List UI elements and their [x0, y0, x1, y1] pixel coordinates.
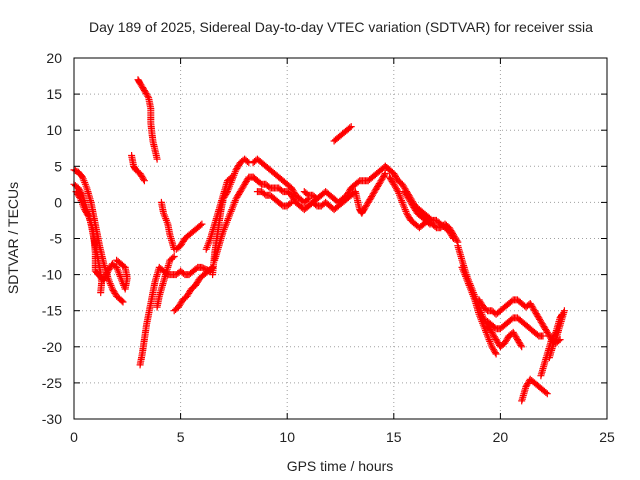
series-markers	[211, 173, 261, 264]
series-markers	[172, 220, 206, 253]
series-arc-17	[300, 162, 393, 206]
series-markers	[300, 162, 393, 206]
series-markers	[305, 170, 389, 217]
series-arc-5	[134, 76, 161, 163]
series-markers	[518, 375, 551, 405]
y-tick-label: 20	[46, 50, 62, 66]
x-axis-label: GPS time / hours	[287, 458, 394, 474]
series-arc-12	[211, 173, 261, 264]
data-points	[70, 76, 568, 405]
series-arc-3	[72, 188, 131, 293]
x-tick-label: 10	[279, 429, 295, 445]
series-arc-9	[172, 220, 206, 253]
x-tick-label: 5	[177, 429, 185, 445]
series-markers	[253, 188, 295, 210]
y-tick-label: -5	[50, 231, 63, 247]
y-tick-labels: -30 -25 -20 -15 -10 -5 0 5 10 15 20	[42, 50, 62, 427]
series-markers	[202, 173, 236, 253]
series-arc-18	[305, 170, 389, 217]
series-markers	[401, 188, 434, 228]
series-markers	[386, 173, 462, 246]
y-tick-label: -10	[42, 267, 62, 283]
series-arc-19	[330, 123, 355, 145]
series-markers	[136, 263, 217, 369]
series-markers	[72, 188, 131, 293]
axis-ticks	[73, 57, 608, 420]
x-tick-label: 15	[386, 429, 402, 445]
series-arc-22	[401, 188, 434, 228]
series-arc-29	[545, 307, 568, 362]
series-markers	[134, 76, 161, 163]
series-markers	[128, 152, 148, 185]
series-arc-16	[253, 188, 295, 210]
series-arc-4	[128, 152, 148, 185]
y-axis-label: SDTVAR / TECUs	[5, 182, 21, 294]
x-tick-label: 0	[70, 429, 78, 445]
series-arc-13	[202, 173, 236, 253]
series-markers	[157, 198, 178, 253]
y-tick-label: -15	[42, 303, 62, 319]
series-arc-26	[484, 314, 547, 340]
series-arc-14	[249, 155, 312, 206]
y-tick-label: 5	[54, 158, 62, 174]
x-tick-label: 20	[493, 429, 509, 445]
x-tick-label: 25	[599, 429, 615, 445]
series-markers	[170, 263, 217, 315]
series-arc-6	[136, 263, 217, 369]
y-tick-label: 10	[46, 122, 62, 138]
y-tick-label: -25	[42, 375, 62, 391]
series-markers	[545, 307, 568, 362]
y-tick-label: 0	[54, 194, 62, 210]
x-tick-labels: 0 5 10 15 20 25	[70, 429, 615, 445]
y-tick-label: -30	[42, 411, 62, 427]
y-tick-label: 15	[46, 86, 62, 102]
series-arc-27	[518, 375, 551, 405]
series-markers	[249, 155, 312, 206]
series-arc-24	[458, 263, 500, 358]
series-arc-21	[386, 173, 462, 246]
series-arc-10	[170, 263, 217, 315]
series-markers	[330, 123, 355, 145]
series-markers	[153, 253, 178, 311]
chart-title: Day 189 of 2025, Sidereal Day-to-day VTE…	[89, 19, 593, 35]
y-tick-label: -20	[42, 339, 62, 355]
series-arc-8	[153, 253, 178, 311]
series-arc-7	[157, 198, 178, 253]
series-markers	[484, 314, 547, 340]
series-markers	[458, 263, 500, 358]
